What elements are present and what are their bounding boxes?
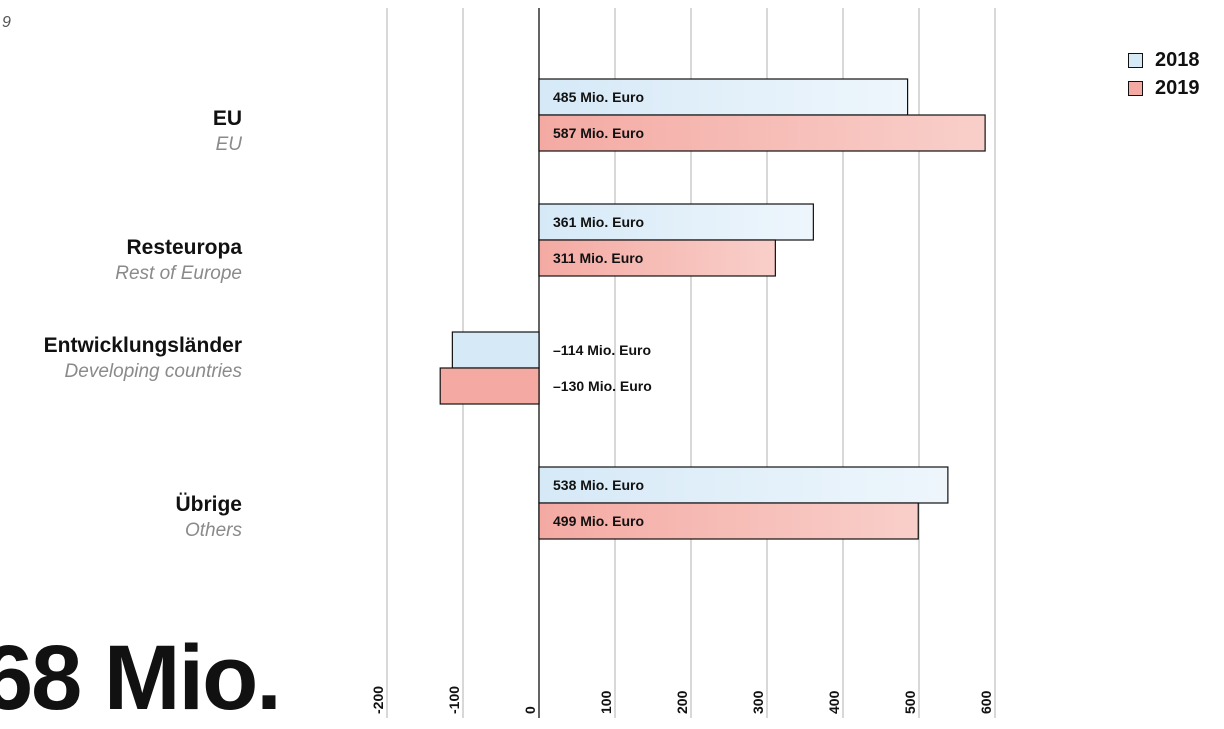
category-name-de: Übrige [175, 493, 242, 516]
corner-text: 9 [2, 14, 11, 31]
bar-2019 [538, 502, 919, 540]
x-tick-label: 0 [522, 706, 538, 714]
legend: 2018 2019 [1128, 46, 1200, 102]
bar-2018 [538, 203, 814, 241]
category-name-de: Entwicklungsländer [43, 334, 242, 357]
bar-value-label: 587 Mio. Euro [553, 125, 644, 141]
bar-value-label: 361 Mio. Euro [553, 214, 644, 230]
x-tick-label: 300 [750, 690, 766, 714]
bar-value-label: 499 Mio. Euro [553, 513, 644, 529]
legend-label-2019: 2019 [1155, 76, 1200, 99]
bar-value-label: 485 Mio. Euro [553, 89, 644, 105]
bar-2019 [439, 367, 540, 405]
legend-swatch-2018 [1128, 52, 1143, 68]
x-tick-label: 400 [826, 690, 842, 714]
x-tick-label: 100 [598, 690, 614, 714]
category-label-developing-countries: Entwicklungsländer Developing countries [44, 333, 242, 385]
legend-swatch-2019 [1128, 80, 1143, 96]
bar-value-label: 311 Mio. Euro [553, 250, 643, 266]
bar-value-label: –114 Mio. Euro [553, 342, 651, 358]
category-name-de: Resteuropa [126, 236, 242, 259]
bar-2018 [538, 466, 949, 504]
bar-2018 [451, 331, 540, 369]
big-number: 68 Mio. [0, 627, 282, 729]
x-tick-label: 200 [674, 690, 690, 714]
category-name-en: Rest of Europe [115, 263, 242, 284]
category-name-en: Others [184, 520, 242, 541]
category-label-others: Übrige Others [175, 492, 242, 544]
legend-item-2018: 2018 [1128, 46, 1200, 74]
legend-item-2019: 2019 [1128, 74, 1200, 102]
bar-2019 [538, 114, 986, 152]
x-tick-label: 600 [978, 690, 994, 714]
category-name-en: Developing countries [64, 361, 242, 382]
category-name-de: EU [212, 107, 242, 130]
legend-label-2018: 2018 [1155, 48, 1200, 71]
x-tick-label: 500 [902, 690, 918, 714]
x-tick-label: -200 [370, 686, 386, 714]
bar-2019 [538, 239, 776, 277]
bar-value-label: 538 Mio. Euro [553, 477, 644, 493]
x-tick-label: -100 [446, 686, 462, 714]
bar-value-label: –130 Mio. Euro [553, 378, 652, 394]
category-name-en: EU [215, 134, 242, 155]
category-label-eu: EU EU [213, 106, 242, 158]
bar-2018 [538, 78, 909, 116]
category-label-rest-of-europe: Resteuropa Rest of Europe [115, 235, 242, 287]
